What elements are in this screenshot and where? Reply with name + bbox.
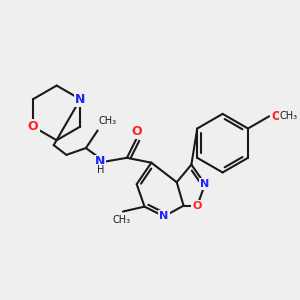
Text: O: O [193,201,202,211]
Text: CH₃: CH₃ [99,116,117,126]
Text: N: N [75,93,86,106]
Text: N: N [95,155,106,168]
Text: O: O [28,120,38,133]
Text: O: O [131,125,142,138]
Text: N: N [200,179,210,189]
Text: H: H [97,164,104,175]
Text: CH₃: CH₃ [280,111,298,121]
Text: N: N [159,212,169,221]
Text: O: O [271,110,281,123]
Text: CH₃: CH₃ [112,215,130,225]
